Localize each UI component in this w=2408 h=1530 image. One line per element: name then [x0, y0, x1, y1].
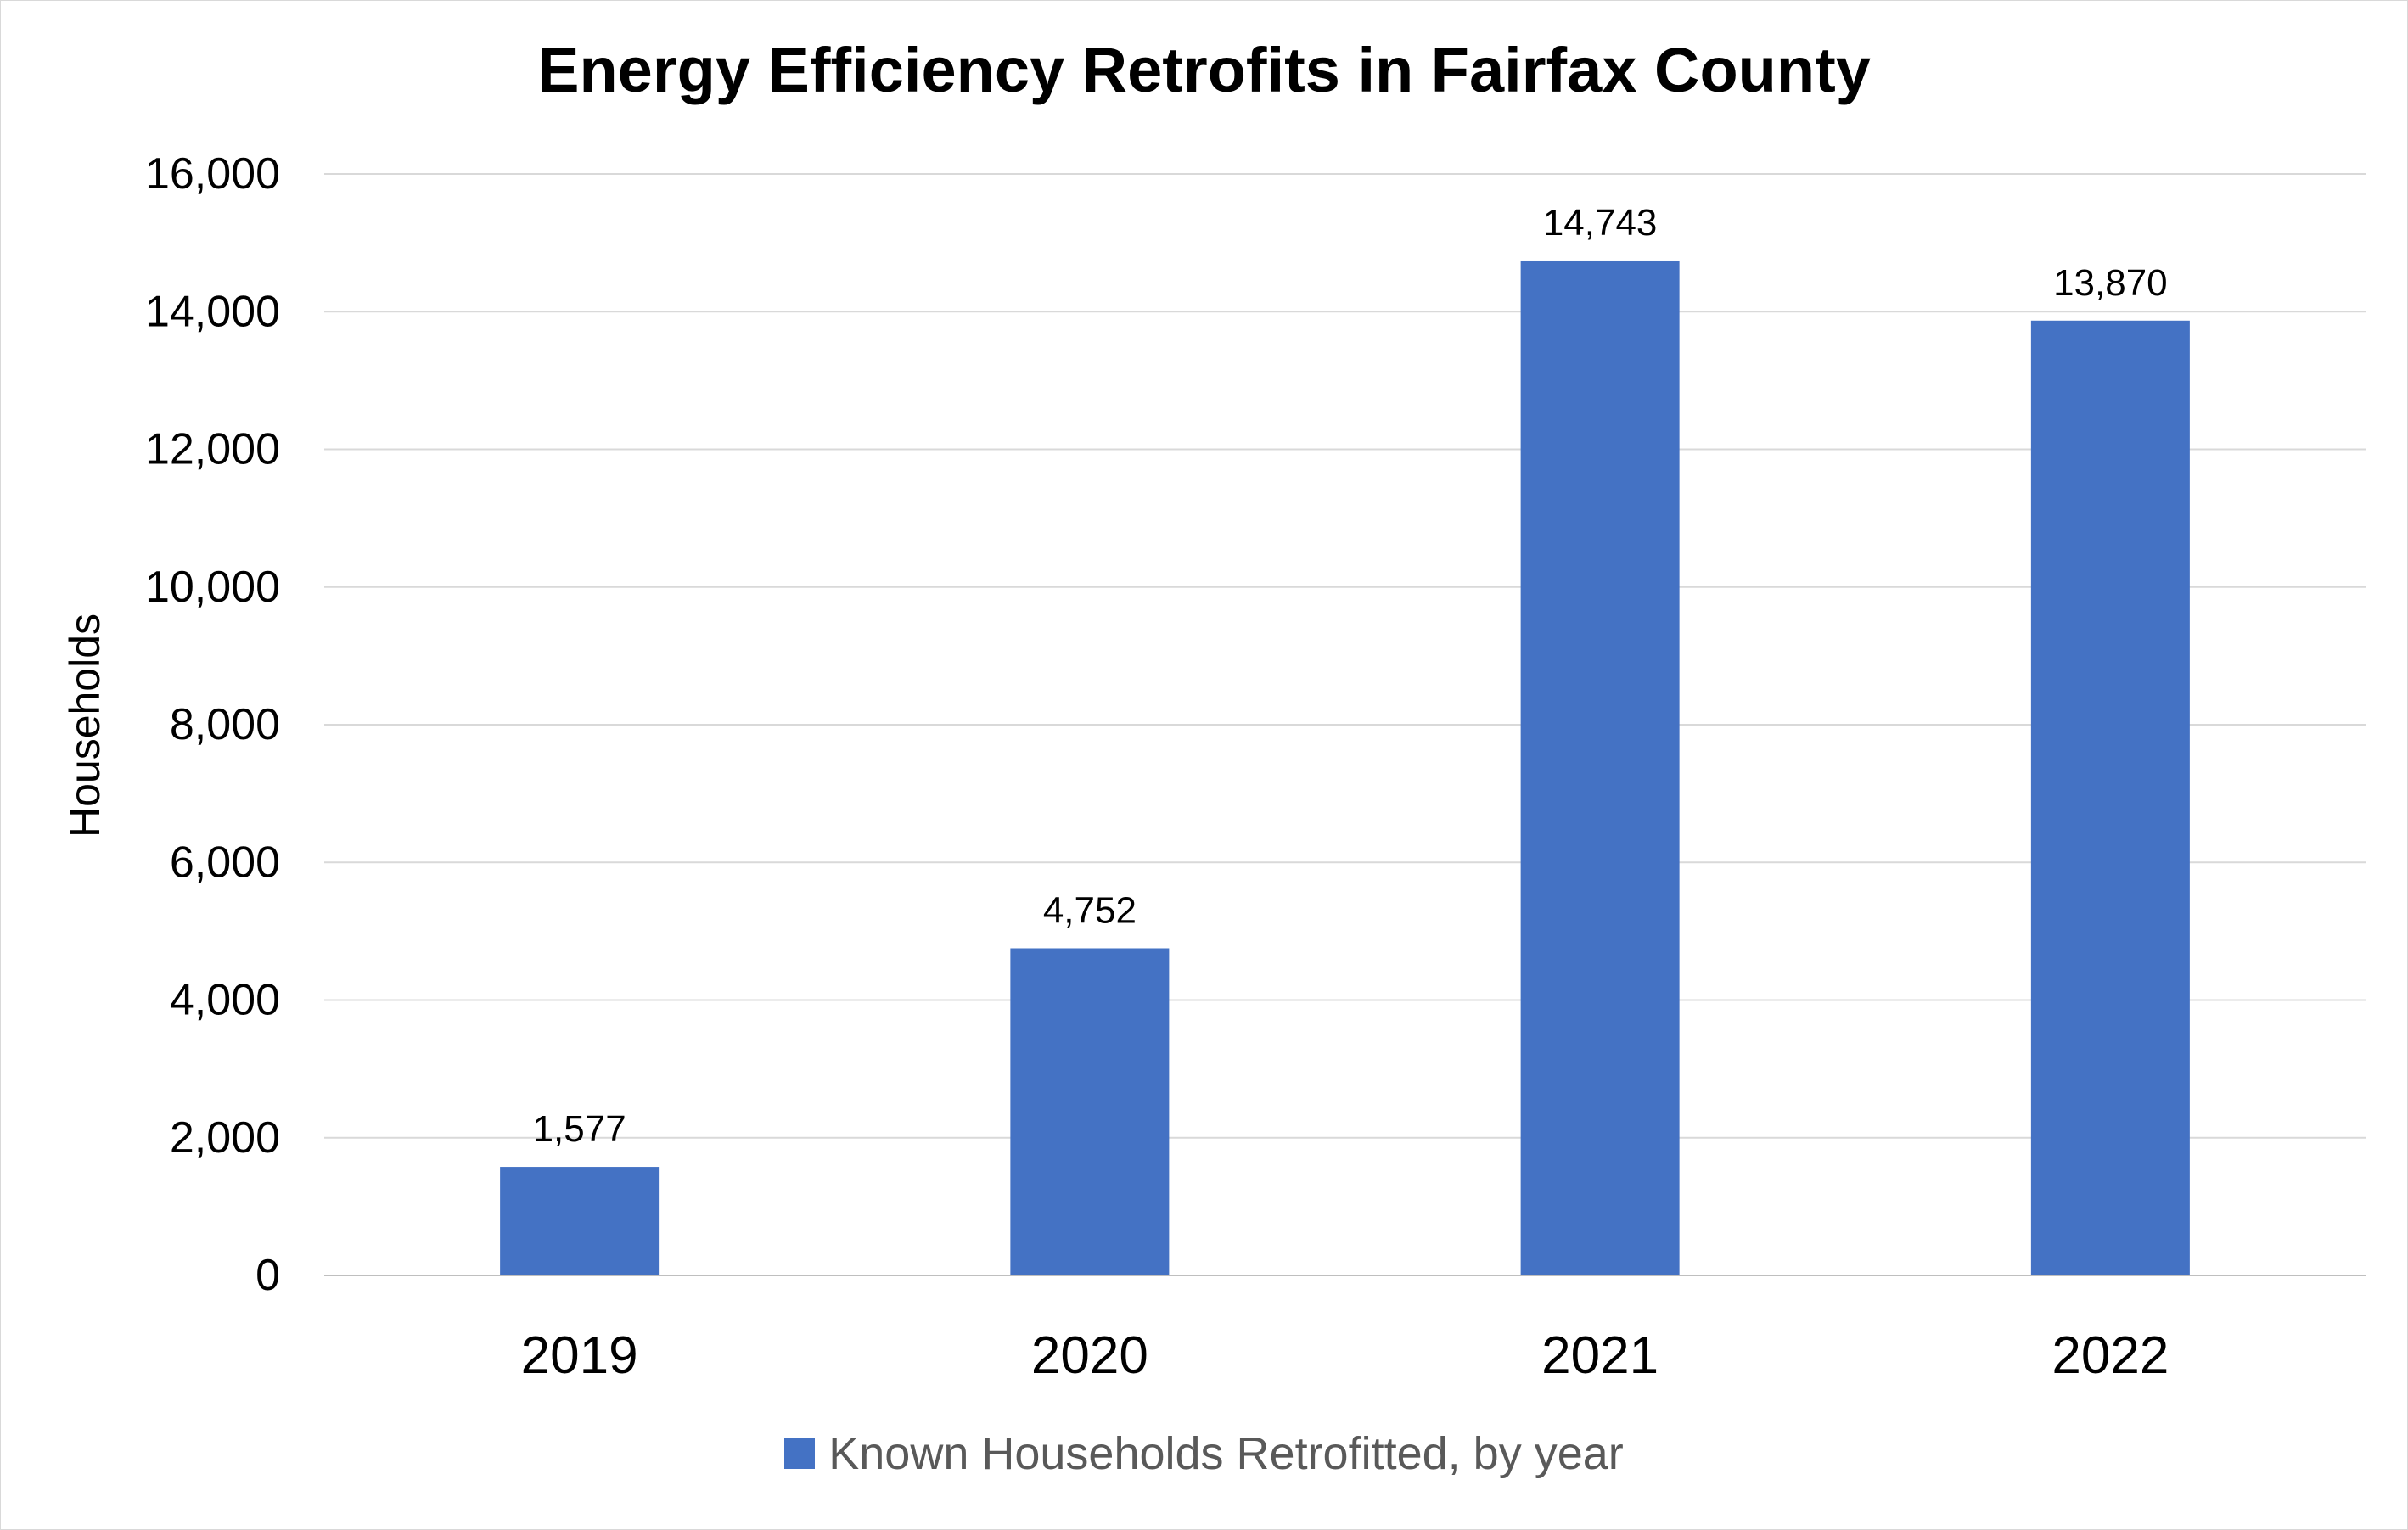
bar — [1010, 948, 1170, 1275]
x-tick-label: 2021 — [1541, 1326, 1659, 1385]
legend-swatch — [784, 1438, 816, 1469]
legend: Known Households Retrofitted, by year — [0, 1427, 2408, 1480]
y-tick-label: 14,000 — [145, 287, 280, 336]
data-label: 14,743 — [1543, 202, 1658, 244]
data-label: 4,752 — [1043, 889, 1137, 931]
chart-title: Energy Efficiency Retrofits in Fairfax C… — [537, 35, 1871, 105]
y-tick-label: 0 — [255, 1251, 280, 1300]
y-tick-label: 2,000 — [170, 1113, 280, 1163]
y-tick-label: 10,000 — [145, 563, 280, 612]
data-label: 13,870 — [2053, 262, 2168, 304]
legend-label: Known Households Retrofitted, by year — [828, 1428, 1624, 1479]
y-tick-label: 8,000 — [170, 700, 280, 749]
x-tick-label: 2019 — [521, 1326, 638, 1385]
y-tick-label: 16,000 — [145, 149, 280, 199]
x-tick-label: 2022 — [2052, 1326, 2169, 1385]
bar — [2030, 320, 2190, 1275]
y-tick-label: 6,000 — [170, 838, 280, 887]
y-tick-label: 4,000 — [170, 976, 280, 1025]
y-tick-label: 12,000 — [145, 425, 280, 474]
data-label: 1,577 — [533, 1108, 626, 1150]
bar — [1520, 260, 1680, 1275]
bar — [500, 1167, 660, 1275]
x-tick-label: 2020 — [1031, 1326, 1148, 1385]
